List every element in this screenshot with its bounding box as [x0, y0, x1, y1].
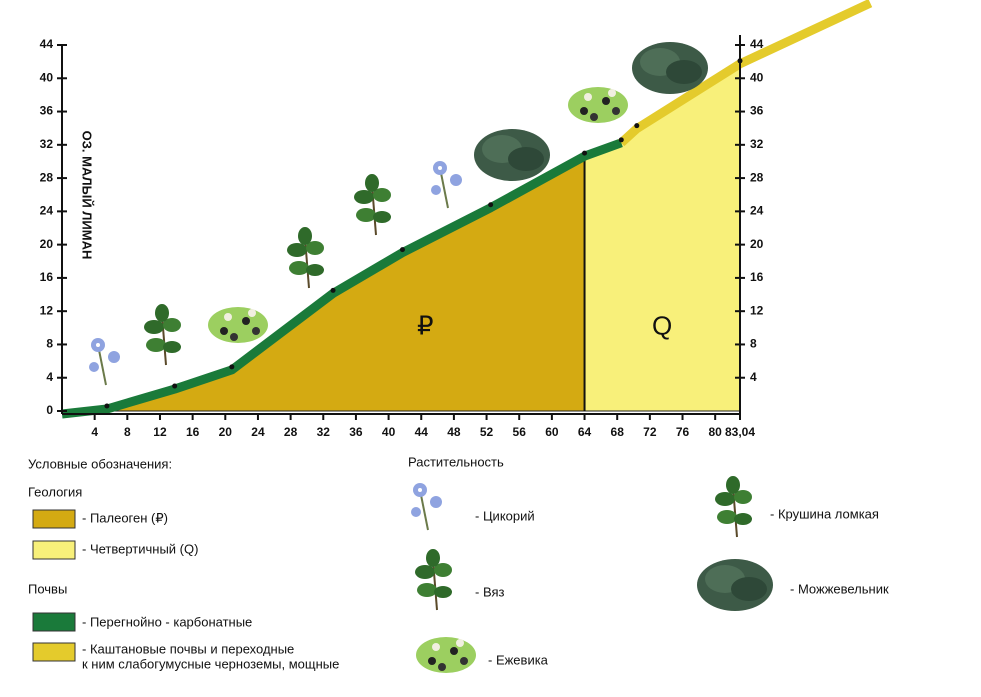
x-tick-label: 40: [382, 425, 396, 439]
x-tick-label: 4: [91, 425, 98, 439]
x-tick-label: 20: [219, 425, 233, 439]
survey-point: [634, 123, 640, 129]
body-label: ₽: [417, 311, 434, 341]
y-tick-label: 40: [40, 70, 54, 84]
y-tick-label: 44: [40, 37, 54, 51]
x-tick-label: 72: [643, 425, 657, 439]
legend-item: - Палеоген (₽): [82, 510, 168, 525]
survey-point: [582, 150, 588, 156]
x-tick-label: 76: [676, 425, 690, 439]
survey-point: [330, 287, 336, 293]
survey-point: [229, 364, 235, 370]
y-tick-label: 4: [46, 370, 53, 384]
y2-tick-label: 20: [750, 237, 764, 251]
legend-item: - Крушина ломкая: [770, 506, 879, 521]
y-axis-label: оз. Малый Лиман: [80, 131, 95, 260]
y2-tick-label: 44: [750, 37, 764, 51]
x-tick-label: 68: [611, 425, 625, 439]
y-tick-label: 20: [40, 237, 54, 251]
x-tick-label: 12: [153, 425, 167, 439]
legend-item: - Можжевельник: [790, 581, 889, 596]
y2-tick-label: 28: [750, 170, 764, 184]
y2-tick-label: 8: [750, 337, 757, 351]
legend-item: к ним слабогумусные черноземы, мощные: [82, 656, 339, 671]
y-tick-label: 28: [40, 170, 54, 184]
x-tick-label: 48: [447, 425, 461, 439]
x-tick-label: 28: [284, 425, 298, 439]
legend-item: - Ежевика: [488, 652, 549, 667]
survey-point: [172, 383, 178, 389]
y-tick-label: 12: [40, 303, 54, 317]
x-tick-label: 56: [513, 425, 527, 439]
x-tick-label: 83,04: [725, 425, 755, 439]
x-tick-label: 36: [349, 425, 363, 439]
y-tick-label: 32: [40, 137, 54, 151]
profile: 0481216202428323640444812162024283236404…: [40, 0, 873, 439]
x-tick-label: 24: [251, 425, 265, 439]
x-tick-label: 44: [415, 425, 429, 439]
soil-chestnut: [618, 0, 873, 147]
legend-item: - Вяз: [475, 584, 505, 599]
body-label: Q: [652, 311, 672, 341]
x-tick-label: 52: [480, 425, 494, 439]
legend: Условные обозначения: Геология - Палеоге…: [28, 454, 889, 673]
y-tick-label: 36: [40, 104, 54, 118]
survey-point: [399, 247, 405, 253]
y2-tick-label: 32: [750, 137, 764, 151]
legend-item: - Перегнойно - карбонатные: [82, 614, 252, 629]
swatch: [32, 612, 76, 632]
x-tick-label: 64: [578, 425, 592, 439]
legend-item: - Цикорий: [475, 508, 535, 523]
legend-heading: Почвы: [28, 581, 67, 596]
y2-tick-label: 40: [750, 70, 764, 84]
legend-heading: Геология: [28, 484, 82, 499]
y2-tick-label: 24: [750, 204, 764, 218]
y2-tick-label: 4: [750, 370, 757, 384]
soil-humus-carbonate: [61, 138, 623, 419]
y-tick-label: 16: [40, 270, 54, 284]
swatch: [32, 509, 76, 529]
survey-point: [488, 202, 494, 208]
legend-item: - Четвертичный (Q): [82, 541, 198, 556]
legend-title: Условные обозначения:: [28, 456, 172, 471]
x-tick-label: 80: [708, 425, 722, 439]
legend-heading: Растительность: [408, 454, 504, 469]
swatch: [32, 642, 76, 662]
y2-tick-label: 36: [750, 104, 764, 118]
x-tick-label: 60: [545, 425, 559, 439]
legend-item: - Каштановые почвы и переходные: [82, 641, 294, 656]
y2-tick-label: 16: [750, 270, 764, 284]
survey-point: [618, 137, 624, 143]
y-tick-label: 24: [40, 204, 54, 218]
y-tick-label: 8: [46, 337, 53, 351]
paleogene-body: [61, 152, 586, 412]
x-tick-label: 8: [124, 425, 131, 439]
y-tick-label: 0: [46, 403, 53, 417]
survey-point: [104, 403, 110, 409]
swatch: [32, 540, 76, 560]
x-tick-label: 16: [186, 425, 200, 439]
y2-tick-label: 12: [750, 303, 764, 317]
x-tick-label: 32: [317, 425, 331, 439]
